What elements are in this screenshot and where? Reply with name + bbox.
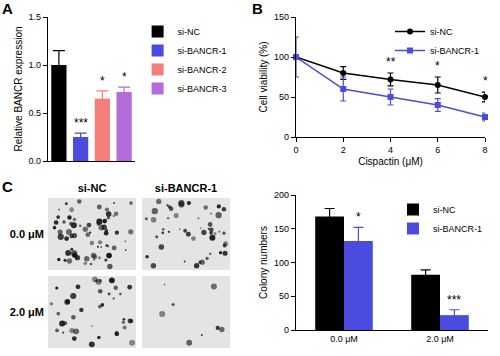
svg-text:si-BANCR-1: si-BANCR-1 [433,224,482,234]
svg-text:50: 50 [279,92,289,102]
svg-text:0.5: 0.5 [28,108,41,118]
svg-text:4: 4 [388,145,393,155]
svg-text:si-BANCR-1: si-BANCR-1 [155,182,217,194]
svg-text:50: 50 [279,291,289,301]
svg-text:100: 100 [274,52,289,62]
svg-text:*: * [483,74,488,88]
svg-text:150: 150 [274,12,289,22]
svg-text:150: 150 [274,224,289,234]
svg-text:*: * [100,74,105,88]
svg-text:*: * [356,210,361,224]
svg-text:*: * [122,70,127,84]
svg-text:2: 2 [341,145,346,155]
html-text:C: C [2,178,13,195]
svg-text:***: *** [74,116,88,130]
svg-text:si-BANCR-3: si-BANCR-3 [178,84,227,94]
svg-text:2.0 μM: 2.0 μM [10,306,44,318]
svg-text:Cispactin (μM): Cispactin (μM) [358,156,423,167]
svg-text:0.0 μM: 0.0 μM [10,228,44,240]
html-text:A: A [2,0,13,17]
svg-text:0.0 μM: 0.0 μM [330,334,358,344]
svg-text:Colony numbers: Colony numbers [258,226,269,299]
svg-text:0: 0 [284,325,289,335]
svg-text:***: *** [447,293,461,307]
svg-text:100: 100 [274,258,289,268]
svg-text:si-NC: si-NC [433,205,456,215]
svg-text:si-NC: si-NC [430,27,453,37]
svg-text:1.0: 1.0 [28,60,41,70]
svg-text:Cell viability (%): Cell viability (%) [258,41,269,112]
svg-text:si-NC: si-NC [178,27,201,37]
svg-text:0: 0 [284,132,289,142]
svg-text:8: 8 [482,145,487,155]
svg-text:200: 200 [274,190,289,200]
svg-text:2.0 μM: 2.0 μM [426,334,454,344]
svg-text:Relative BANCR expression: Relative BANCR expression [13,26,24,151]
svg-text:si-NC: si-NC [78,182,107,194]
html-text:B: B [252,0,263,17]
svg-text:si-BANCR-1: si-BANCR-1 [430,46,479,56]
svg-text:0: 0 [293,145,298,155]
svg-text:1.5: 1.5 [28,12,41,22]
svg-text:*: * [435,59,440,73]
svg-text:si-BANCR-1: si-BANCR-1 [178,46,227,56]
svg-text:si-BANCR-2: si-BANCR-2 [178,65,227,75]
svg-text:6: 6 [435,145,440,155]
svg-text:**: ** [386,55,396,69]
svg-text:0.0: 0.0 [28,156,41,166]
